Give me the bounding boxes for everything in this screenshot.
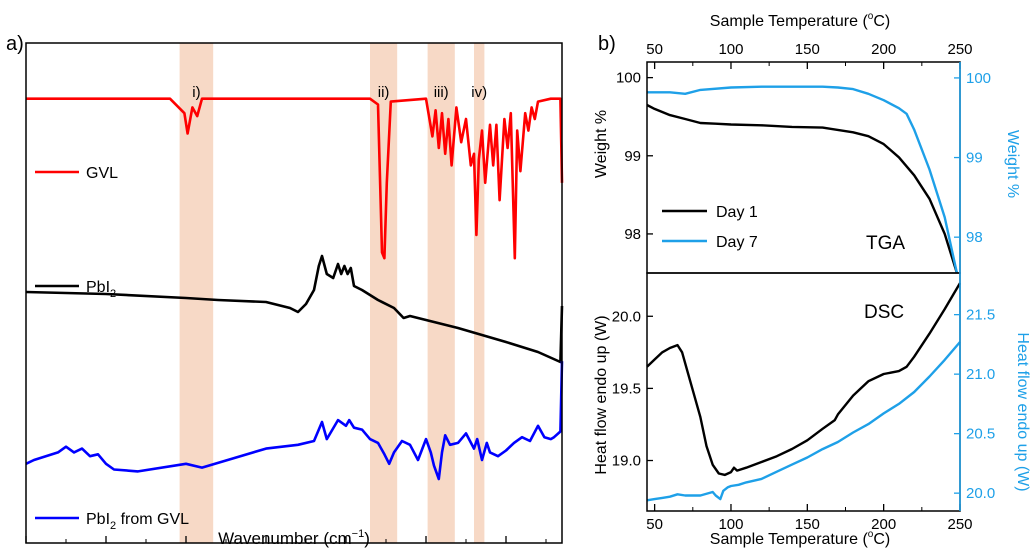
bottom-x-tick-label: 150	[795, 516, 820, 533]
tga-right-tick-label: 99	[966, 150, 983, 167]
band-label-4: iv)	[471, 84, 487, 101]
dsc-series-day-7	[646, 341, 961, 502]
series-pbi2	[25, 254, 564, 364]
legend-a-label-2: PbI2	[86, 279, 116, 300]
tga-tag: TGA	[866, 233, 905, 254]
series-gvl	[26, 97, 564, 260]
legend-a-label-3: PbI2 from GVL	[86, 511, 189, 532]
bottom-x-axis-label: Sample Temperature (oC)	[710, 529, 890, 548]
dsc-ylabel-right: Heat flow endo up (W)	[1014, 332, 1031, 491]
legend-day7-label: Day 7	[716, 234, 758, 251]
b-axes-ticks: 50 100 150 200 250 100 99 98 100 99 98 20.0 19.5 19.0…	[612, 62, 995, 533]
thermal-series	[646, 85, 962, 502]
dsc-right-tick-label: 21.5	[966, 307, 995, 324]
x-tick-label-a: 2500	[249, 548, 282, 550]
x-ticks-a: 4000 3500 3000 2500 2000 1500 1000	[9, 536, 547, 550]
x-tick-label-a: 1000	[489, 548, 522, 550]
tga-left-tick-label: 100	[616, 70, 641, 87]
top-x-ticks: 50 100 150 200 250	[646, 41, 973, 69]
band-4	[474, 43, 485, 543]
top-x-tick-label: 150	[795, 41, 820, 58]
x-tick-label-a: 3500	[89, 548, 122, 550]
dsc-series-day-1	[646, 282, 962, 477]
legend-b: Day 1 Day 7	[662, 204, 758, 251]
dsc-right-tick-label: 20.5	[966, 426, 995, 443]
dsc-left-tick-label: 19.0	[612, 453, 641, 470]
series-pbi2-from-gvl	[25, 361, 564, 481]
tga-series-day-7	[647, 85, 959, 274]
plot-a-frame	[25, 42, 563, 544]
dsc-right-tick-label: 21.0	[966, 366, 995, 383]
x-axis-label-a: Wavenumber (cm−1)	[218, 528, 370, 548]
dsc-ylabel-left: Heat flow endo up (W)	[593, 315, 610, 474]
top-x-tick-label: 250	[947, 41, 972, 58]
bottom-x-tick-label: 250	[947, 516, 972, 533]
dsc-left-tick-label: 20.0	[612, 308, 641, 325]
tga-left-tick-label: 98	[624, 226, 641, 243]
band-label-3: iii)	[434, 84, 449, 101]
x-tick-label-a: 2000	[329, 548, 362, 550]
tga-left-tick-label: 99	[624, 148, 641, 165]
bottom-x-tick-label: 50	[646, 516, 663, 533]
bottom-x-tick-label: 200	[871, 516, 896, 533]
top-x-tick-label: 50	[646, 41, 663, 58]
dsc-tag: DSC	[864, 302, 904, 323]
tga-series-day-1	[646, 103, 959, 274]
bottom-x-tick-label: 100	[718, 516, 743, 533]
dsc-right-tick-label: 20.0	[966, 485, 995, 502]
top-x-axis-label: Sample Temperature (oC)	[710, 11, 890, 30]
tga-ylabel-left: Weight %	[593, 110, 610, 178]
top-x-tick-label: 200	[871, 41, 896, 58]
band-2	[370, 43, 398, 543]
ftir-series	[25, 97, 564, 481]
top-x-tick-label: 100	[718, 41, 743, 58]
legend-a-label-1: GVL	[86, 165, 118, 182]
band-label-2: ii)	[378, 84, 390, 101]
panel-b-label: b)	[598, 33, 616, 55]
legend-day1-label: Day 1	[716, 204, 758, 221]
x-tick-label-a: 3000	[169, 548, 202, 550]
tga-right-tick-label: 98	[966, 229, 983, 246]
dsc-left-tick-label: 19.5	[612, 380, 641, 397]
x-tick-label-a: 1500	[409, 548, 442, 550]
legend-a: GVL PbI2 PbI2 from GVL	[35, 165, 189, 532]
panel-a-label: a)	[6, 33, 24, 55]
x-tick-label-a: 4000	[9, 548, 42, 550]
band-label-1: i)	[192, 84, 200, 101]
tga-right-tick-label: 100	[966, 70, 991, 87]
tga-ylabel-right: Weight %	[1004, 130, 1021, 198]
